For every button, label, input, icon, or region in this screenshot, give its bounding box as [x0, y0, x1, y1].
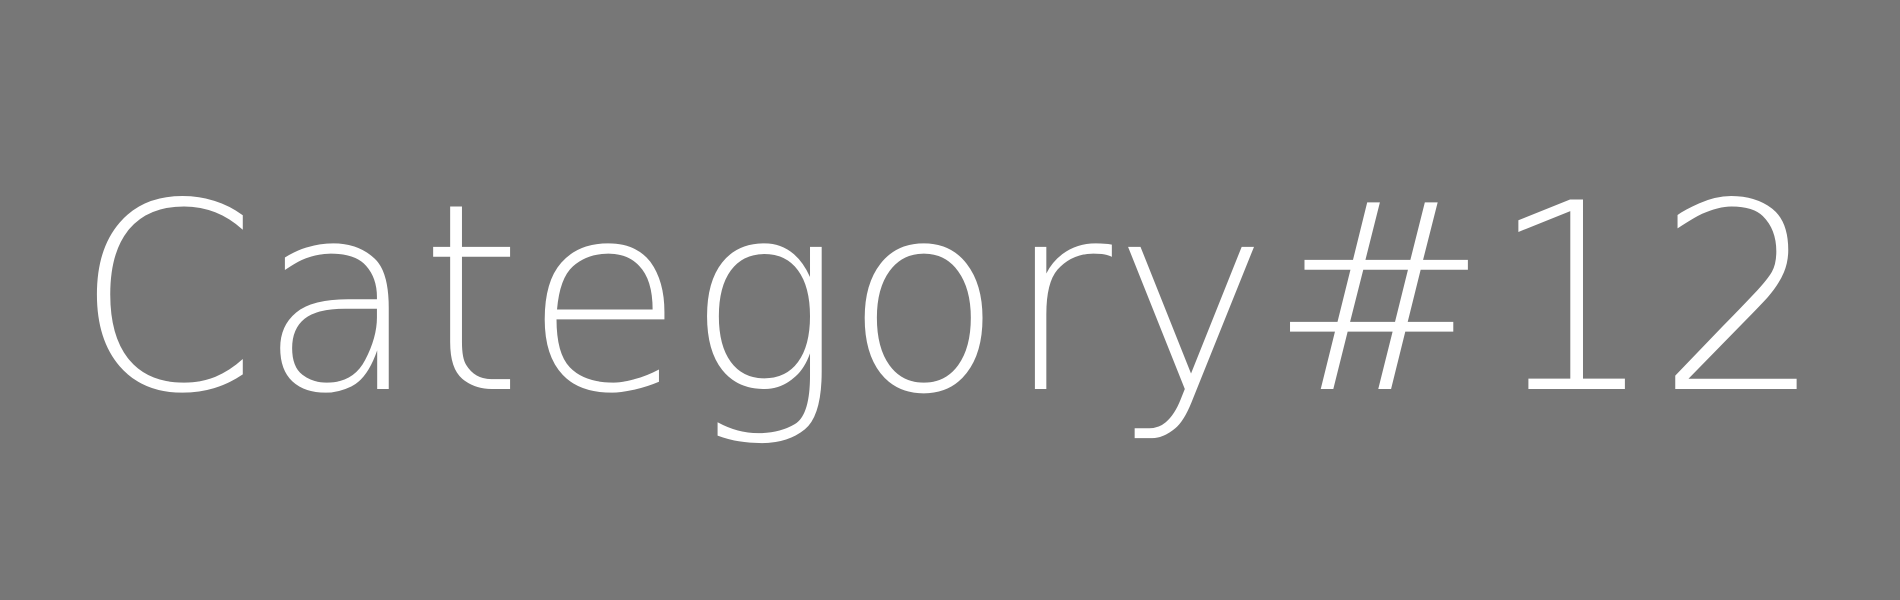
placeholder-image: Category#12 — [75, 149, 1825, 451]
placeholder-label: Category#12 — [75, 149, 1825, 451]
